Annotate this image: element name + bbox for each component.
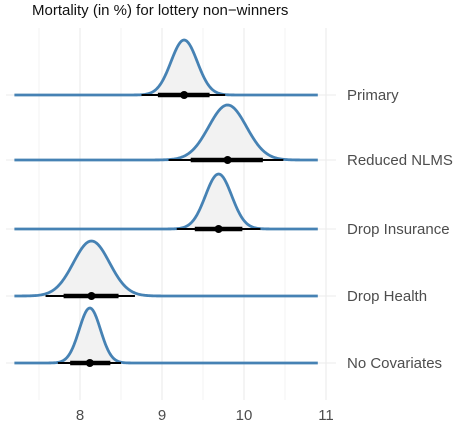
- row-label-no-covariates: No Covariates: [347, 355, 442, 372]
- row-label-drop-insurance: Drop Insurance: [347, 221, 450, 238]
- row-label-drop-health: Drop Health: [347, 288, 427, 305]
- density-line-no-covariates: [14, 306, 319, 365]
- density-fill-primary: [14, 40, 318, 95]
- x-tick-label: 10: [236, 407, 253, 424]
- density-line-drop-health: [14, 239, 319, 298]
- density-fill-drop-health: [14, 241, 318, 296]
- density-line-drop-insurance: [14, 172, 319, 231]
- density-fill-reduced-nlms: [14, 105, 318, 160]
- density-line-primary: [14, 38, 319, 97]
- density-fill-drop-insurance: [14, 174, 318, 229]
- chart-title: Mortality (in %) for lottery non−winners: [32, 2, 289, 19]
- point-estimate-no-covariates: [85, 359, 94, 367]
- point-estimate-primary: [180, 91, 189, 99]
- point-estimate-reduced-nlms: [223, 156, 232, 164]
- row-label-primary: Primary: [347, 87, 399, 104]
- row-label-reduced-nlms: Reduced NLMS: [347, 152, 453, 169]
- point-estimate-drop-health: [87, 292, 96, 300]
- x-tick-label: 8: [76, 407, 84, 424]
- density-fill-no-covariates: [14, 308, 318, 363]
- x-tick-label: 9: [158, 407, 166, 424]
- density-line-reduced-nlms: [14, 103, 319, 162]
- point-estimate-drop-insurance: [214, 225, 223, 233]
- x-tick-label: 11: [318, 407, 334, 424]
